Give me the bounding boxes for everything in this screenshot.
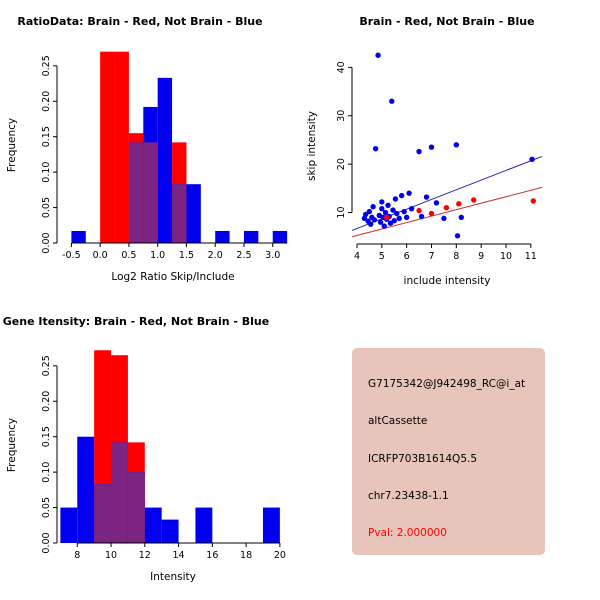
svg-text:0.25: 0.25 xyxy=(41,55,52,76)
svg-text:30: 30 xyxy=(336,110,347,122)
svg-text:2.0: 2.0 xyxy=(208,250,223,261)
svg-text:14: 14 xyxy=(173,550,185,561)
gene-x-axis-label: Intensity xyxy=(150,571,196,583)
svg-text:0.10: 0.10 xyxy=(41,162,52,183)
svg-text:10: 10 xyxy=(336,206,347,218)
svg-text:10: 10 xyxy=(105,550,117,561)
svg-text:7: 7 xyxy=(428,251,434,262)
svg-text:40: 40 xyxy=(336,61,347,73)
svg-text:0.05: 0.05 xyxy=(41,197,52,218)
svg-text:0.25: 0.25 xyxy=(41,355,52,376)
splice-event-type: altCassette xyxy=(368,415,428,428)
scatter-chart-title: Brain - Red, Not Brain - Blue xyxy=(359,15,534,28)
svg-text:0.15: 0.15 xyxy=(41,126,52,147)
svg-text:0.0: 0.0 xyxy=(93,250,108,261)
ratio-plot-area: -0.5 0.0 0.5 1.0 1.5 2.0 2.5 3.0 0.00 0.05 0.10 0.1… xyxy=(41,51,288,261)
scatter-x-axis-label: include intensity xyxy=(404,275,491,287)
svg-text:20: 20 xyxy=(336,158,347,170)
info-quadrant: G7175342@J942498_RC@i_at altCassette ICR… xyxy=(300,300,600,600)
svg-text:0.00: 0.00 xyxy=(41,532,52,553)
probe-id: G7175342@J942498_RC@i_at xyxy=(368,378,526,390)
scatter-y-axis-label: skip intensity xyxy=(306,111,318,181)
svg-text:0.20: 0.20 xyxy=(41,391,52,412)
gene-plot-area: 8 10 12 14 16 18 20 0.00 0.05 0.10 0.15 0.20 0.25 xyxy=(41,350,286,561)
svg-text:9: 9 xyxy=(478,251,484,262)
svg-text:2.5: 2.5 xyxy=(236,250,251,261)
chromosome-location: chr7.23438-1.1 xyxy=(368,489,449,502)
scatter-plot-panel: Brain - Red, Not Brain - Blue include in… xyxy=(300,0,600,300)
gene-y-axis-label: Frequency xyxy=(6,418,18,472)
svg-text:0.05: 0.05 xyxy=(41,497,52,518)
svg-text:0.10: 0.10 xyxy=(41,462,52,483)
svg-text:8: 8 xyxy=(453,251,459,262)
svg-text:0.20: 0.20 xyxy=(41,91,52,112)
svg-text:0.5: 0.5 xyxy=(121,250,136,261)
ratio-histogram-panel: RatioData: Brain - Red, Not Brain - Blue… xyxy=(0,0,300,300)
svg-text:10: 10 xyxy=(500,251,512,262)
scatter-plot-chart: Brain - Red, Not Brain - Blue include in… xyxy=(306,15,543,287)
svg-text:5: 5 xyxy=(379,251,385,262)
svg-text:0.00: 0.00 xyxy=(41,232,52,253)
scatter-plot-area: 4 5 6 7 8 9 10 11 10 20 30 40 xyxy=(336,52,543,262)
svg-text:1.0: 1.0 xyxy=(150,250,165,261)
svg-text:4: 4 xyxy=(354,251,360,262)
svg-text:3.0: 3.0 xyxy=(265,250,280,261)
svg-text:16: 16 xyxy=(206,550,218,561)
svg-text:18: 18 xyxy=(240,550,252,561)
svg-text:8: 8 xyxy=(74,550,80,561)
svg-text:12: 12 xyxy=(139,550,151,561)
svg-text:1.5: 1.5 xyxy=(179,250,194,261)
ratio-chart-title: RatioData: Brain - Red, Not Brain - Blue xyxy=(17,15,262,28)
pval-text: Pval: 2.000000 xyxy=(368,527,447,539)
info-panel: G7175342@J942498_RC@i_at altCassette ICR… xyxy=(352,348,545,555)
ratio-histogram-chart: RatioData: Brain - Red, Not Brain - Blue… xyxy=(6,15,288,283)
svg-text:0.15: 0.15 xyxy=(41,426,52,447)
svg-text:6: 6 xyxy=(404,251,410,262)
gene-histogram-chart: Gene Itensity: Brain - Red, Not Brain - … xyxy=(3,315,286,583)
ratio-y-axis-label: Frequency xyxy=(6,118,18,172)
svg-text:20: 20 xyxy=(274,550,286,561)
ratio-x-axis-label: Log2 Ratio Skip/Include xyxy=(111,271,234,283)
svg-text:-0.5: -0.5 xyxy=(62,250,81,261)
gene-chart-title: Gene Itensity: Brain - Red, Not Brain - … xyxy=(3,315,269,328)
svg-text:11: 11 xyxy=(525,251,537,262)
clone-id: ICRFP703B1614Q5.5 xyxy=(368,452,478,465)
gene-histogram-panel: Gene Itensity: Brain - Red, Not Brain - … xyxy=(0,300,300,600)
